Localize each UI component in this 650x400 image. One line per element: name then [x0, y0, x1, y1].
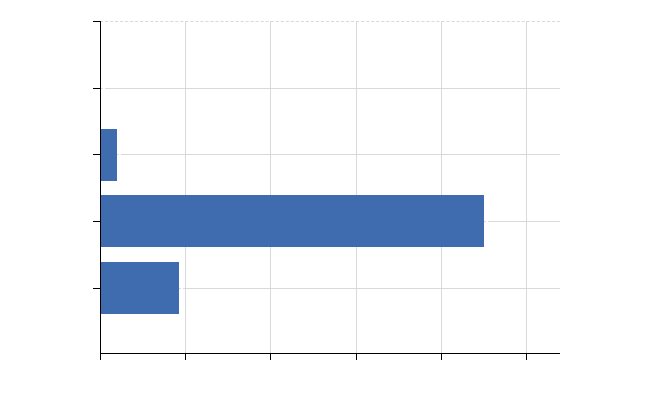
vgridline	[355, 21, 357, 353]
y-axis	[100, 21, 101, 353]
y-axis-top-tick	[93, 21, 100, 22]
x-tick-label	[163, 361, 207, 378]
vgridline	[270, 21, 272, 353]
bar-value-label	[486, 213, 489, 230]
y-axis-tick	[93, 154, 100, 156]
x-tick-label	[248, 361, 292, 378]
x-axis-tick	[100, 354, 101, 360]
hgridline	[100, 154, 560, 156]
hgridline	[100, 287, 560, 289]
x-tick-label	[78, 361, 122, 378]
x-axis-tick	[525, 354, 527, 360]
x-tick-label	[419, 361, 463, 378]
x-axis-tick	[440, 354, 442, 360]
plot-top-border	[100, 21, 560, 22]
bar	[101, 128, 118, 181]
y-axis-tick	[93, 287, 100, 289]
bar	[101, 262, 179, 315]
category-label	[0, 279, 90, 297]
bar-value-label	[180, 280, 183, 297]
category-label	[0, 146, 90, 164]
bar-value-label	[119, 146, 122, 163]
bar	[101, 195, 485, 248]
category-label	[0, 79, 90, 97]
x-axis-tick	[355, 354, 357, 360]
x-axis-tick	[185, 354, 187, 360]
x-axis-tick	[270, 354, 272, 360]
y-axis-tick	[93, 220, 100, 222]
vgridline	[440, 21, 442, 353]
hgridline	[100, 87, 560, 89]
vgridline	[525, 21, 527, 353]
category-label	[0, 212, 90, 230]
vgridline	[185, 21, 187, 353]
x-tick-label	[334, 361, 378, 378]
x-tick-label	[504, 361, 548, 378]
x-axis	[100, 353, 560, 354]
y-axis-tick	[93, 87, 100, 89]
bar-value-label	[103, 80, 105, 96]
